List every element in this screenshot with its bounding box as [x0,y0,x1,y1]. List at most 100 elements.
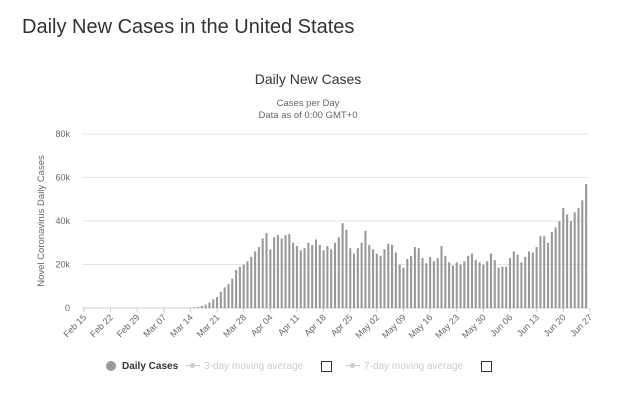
bar [566,214,569,308]
bar [383,249,386,308]
bar [451,265,454,308]
bar [482,264,485,308]
bar [463,261,466,308]
bar [265,232,268,308]
legend-label-7day-average: 7-day moving average [364,360,464,372]
bar [497,267,500,308]
bar [212,299,215,308]
x-tick-label: Jun 27 [568,312,594,338]
bar [467,255,470,308]
bar [311,244,314,308]
bar [341,223,344,308]
bar [223,287,226,308]
bar [501,266,504,308]
bar [196,306,200,308]
bar [520,262,523,308]
bar [322,250,325,308]
x-tick-label: May 09 [380,312,408,340]
bar [391,244,394,308]
x-tick-label: May 30 [460,312,488,340]
y-tick-label: 0 [65,303,70,313]
bar [307,242,310,308]
checkbox-7day-average[interactable] [481,360,493,372]
y-tick-label: 20k [55,260,70,270]
x-tick-label: Mar 07 [141,312,168,339]
chart-legend: Daily Cases 3-day moving average 7-day m… [106,358,506,374]
bar [562,207,565,308]
x-tick-label: Feb 22 [88,312,115,339]
x-tick-label: Apr 25 [329,312,355,338]
bar [349,248,352,308]
bar [250,256,253,308]
x-tick-label: Jun 20 [541,312,567,338]
bar [474,260,477,308]
chart-title: Daily New Cases [255,71,362,87]
bar [394,252,397,308]
bar [459,264,462,308]
bar [204,304,207,308]
bar [398,264,401,308]
line-marker-icon [186,361,201,371]
bar [512,251,515,308]
bar [432,261,435,308]
y-tick-label: 40k [55,216,70,226]
bar [421,257,424,308]
bars [189,184,588,309]
y-axis-title: Novel Coronavirus Daily Cases [36,155,47,287]
bar [216,297,219,309]
y-tick-label: 80k [55,129,70,139]
bar [489,253,493,309]
x-tick-label: May 23 [433,312,461,340]
x-tick-label: Feb 15 [61,312,88,339]
bar [333,242,337,308]
bar [246,261,249,308]
bar [273,237,276,308]
bar [535,247,538,308]
bar [257,247,260,308]
bar [558,221,561,308]
legend-item-daily-cases[interactable]: Daily Cases [106,361,178,372]
bar [402,267,405,308]
bar [231,278,234,308]
bar [372,249,375,308]
x-tick-label: Feb 29 [115,312,142,339]
bar [577,207,580,308]
bar [410,255,413,308]
bar [352,253,356,309]
bar [318,244,321,308]
x-tick-label: Apr 04 [249,312,275,338]
circle-marker-icon [106,361,116,371]
bar [227,284,230,308]
bar [573,212,576,308]
bar [292,242,295,308]
bar [581,200,584,308]
legend-label-daily-cases: Daily Cases [122,360,179,372]
chart-subtitle-line-2: Data as of 0:00 GMT+0 [258,110,357,121]
bar [425,263,428,308]
bar [478,262,481,308]
legend-item-7day-average[interactable]: 7-day moving average [346,361,463,372]
bar [364,230,367,308]
legend-label-3day-average: 3-day moving average [204,360,304,372]
checkbox-3day-average[interactable] [321,360,333,372]
legend-item-3day-average[interactable]: 3-day moving average [186,361,303,372]
bar [193,307,196,308]
x-tick-label: Jun 13 [515,312,541,338]
bar [360,242,363,308]
bar [375,253,378,309]
bar [254,251,257,308]
bar [356,248,359,308]
bar [284,235,287,308]
bar [569,221,572,308]
bar [280,238,283,308]
bar [238,266,241,308]
bar [413,247,416,308]
bar [539,236,542,308]
x-tick-label: Mar 28 [221,312,248,339]
bar [368,244,371,308]
bar [585,184,588,308]
bar [547,242,550,308]
x-tick-label: May 16 [407,312,435,340]
bar [417,248,420,308]
bar [295,246,298,308]
